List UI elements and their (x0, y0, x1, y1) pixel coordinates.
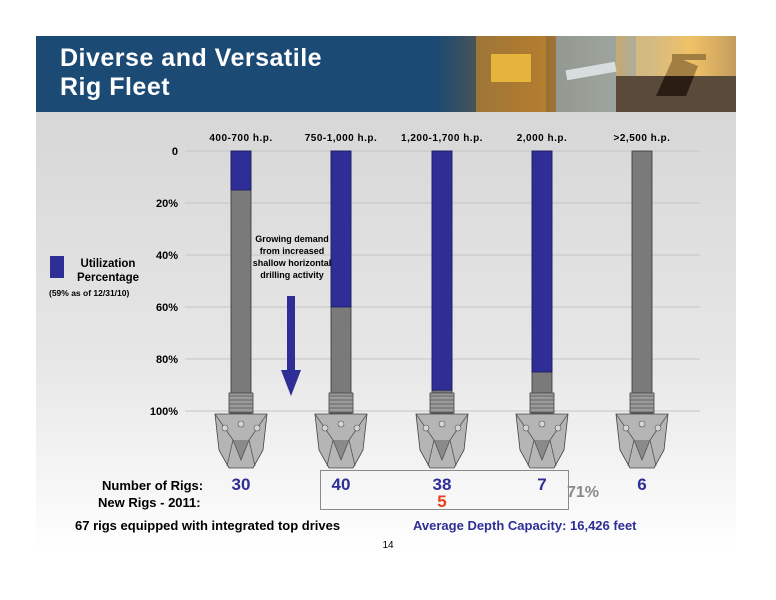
bar-utilization (230, 150, 252, 191)
slide-title: Diverse and Versatile Rig Fleet (60, 44, 323, 101)
category-label: 750-1,000 h.p. (305, 133, 378, 144)
y-tick-label: 40% (156, 250, 178, 262)
y-tick-label: 100% (150, 406, 178, 418)
category-label: >2,500 h.p. (614, 133, 671, 144)
oilfield-photo (436, 36, 736, 112)
category-label: 400-700 h.p. (209, 133, 272, 144)
bar-remainder (230, 150, 252, 420)
rig-count-value: 30 (231, 475, 251, 494)
category-label: 2,000 h.p. (517, 133, 568, 144)
bar-remainder (631, 150, 653, 420)
bar-utilization (531, 150, 553, 373)
new-rigs-bracket (320, 470, 569, 510)
drill-bits (214, 392, 669, 469)
bracket-percent: 71% (567, 484, 600, 501)
drill-bit-icon (515, 392, 569, 469)
legend-note: (59% as of 12/31/10) (49, 288, 130, 298)
y-tick-label: 60% (156, 302, 178, 314)
footer-top-drives: 67 rigs equipped with integrated top dri… (75, 518, 341, 533)
slide-header: Diverse and Versatile Rig Fleet (36, 36, 736, 112)
footer-depth-capacity: Average Depth Capacity: 16,426 feet (413, 518, 637, 533)
down-arrow (281, 296, 301, 396)
drill-bit-icon (415, 392, 469, 469)
bar-utilization (330, 150, 352, 308)
legend-swatch (50, 256, 64, 278)
y-tick-label: 20% (156, 198, 178, 210)
legend-title: Utilization Percentage (76, 258, 139, 284)
drill-bit-icon (615, 392, 669, 469)
slide-background (36, 112, 736, 552)
rig-count-value: 7 (537, 475, 547, 494)
page-number: 14 (382, 540, 394, 551)
category-labels: 400-700 h.p. 750-1,000 h.p. 1,200-1,700 h.… (209, 133, 670, 144)
drill-bit-icon (214, 392, 268, 469)
oilfield-photo-art (476, 36, 736, 112)
arrow-shaft (287, 296, 295, 370)
bar-utilization (431, 150, 453, 391)
new-rigs-label: New Rigs - 2011: (98, 495, 201, 510)
new-rig-value: 5 (437, 492, 447, 511)
rig-count-value: 6 (637, 475, 647, 494)
y-tick-label: 80% (156, 354, 178, 366)
y-tick-labels: 0 20% 40% 60% 80% 100% (150, 146, 178, 418)
y-tick-label: 0 (172, 146, 178, 158)
arrow-head (281, 370, 301, 396)
number-of-rigs-label: Number of Rigs: (102, 478, 204, 493)
annotation-text: Growing demand from increased shallow ho… (252, 234, 332, 280)
rig-count-value: 40 (331, 475, 351, 494)
drill-bit-icon (314, 392, 368, 469)
category-label: 1,200-1,700 h.p. (401, 133, 483, 144)
rig-count-value: 38 (432, 475, 452, 494)
